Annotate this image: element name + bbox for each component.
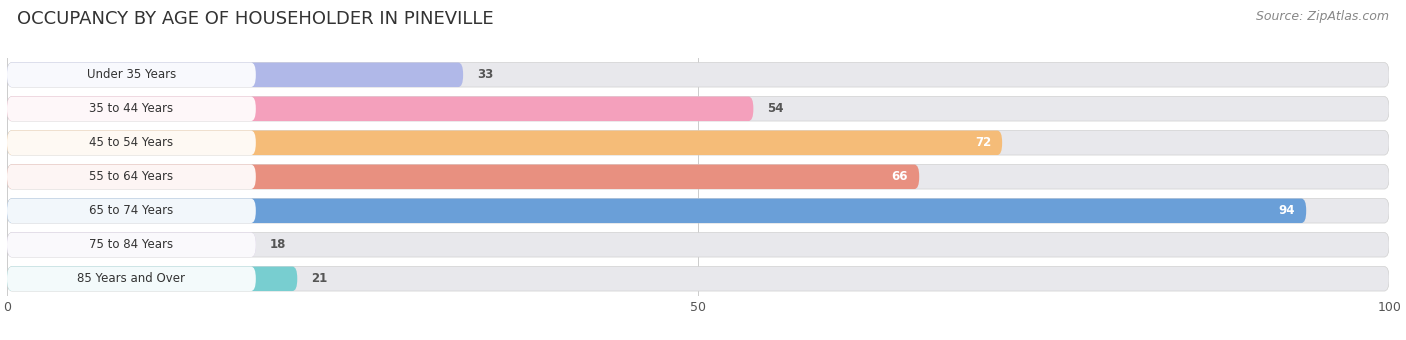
Text: 55 to 64 Years: 55 to 64 Years: [90, 170, 173, 183]
FancyBboxPatch shape: [7, 63, 256, 87]
FancyBboxPatch shape: [7, 131, 256, 155]
Text: 94: 94: [1278, 204, 1295, 217]
FancyBboxPatch shape: [7, 97, 1389, 121]
FancyBboxPatch shape: [7, 199, 256, 223]
Text: 35 to 44 Years: 35 to 44 Years: [90, 102, 173, 115]
Text: 18: 18: [270, 238, 285, 251]
FancyBboxPatch shape: [7, 233, 1389, 257]
FancyBboxPatch shape: [7, 165, 920, 189]
Text: 66: 66: [891, 170, 908, 183]
FancyBboxPatch shape: [7, 199, 1389, 223]
Text: 21: 21: [311, 272, 328, 285]
Text: 85 Years and Over: 85 Years and Over: [77, 272, 186, 285]
Text: 75 to 84 Years: 75 to 84 Years: [90, 238, 173, 251]
Text: 72: 72: [974, 136, 991, 149]
FancyBboxPatch shape: [7, 199, 1306, 223]
FancyBboxPatch shape: [7, 165, 1389, 189]
Text: 54: 54: [768, 102, 783, 115]
Text: Source: ZipAtlas.com: Source: ZipAtlas.com: [1256, 10, 1389, 23]
FancyBboxPatch shape: [7, 131, 1002, 155]
FancyBboxPatch shape: [7, 97, 754, 121]
FancyBboxPatch shape: [7, 63, 463, 87]
FancyBboxPatch shape: [7, 97, 256, 121]
Text: OCCUPANCY BY AGE OF HOUSEHOLDER IN PINEVILLE: OCCUPANCY BY AGE OF HOUSEHOLDER IN PINEV…: [17, 10, 494, 28]
FancyBboxPatch shape: [7, 165, 256, 189]
FancyBboxPatch shape: [7, 233, 256, 257]
FancyBboxPatch shape: [7, 63, 1389, 87]
FancyBboxPatch shape: [7, 267, 256, 291]
FancyBboxPatch shape: [7, 131, 1389, 155]
Text: 45 to 54 Years: 45 to 54 Years: [90, 136, 173, 149]
FancyBboxPatch shape: [7, 267, 297, 291]
FancyBboxPatch shape: [7, 233, 256, 257]
Text: 33: 33: [477, 68, 494, 81]
Text: 65 to 74 Years: 65 to 74 Years: [90, 204, 173, 217]
Text: Under 35 Years: Under 35 Years: [87, 68, 176, 81]
FancyBboxPatch shape: [7, 267, 1389, 291]
